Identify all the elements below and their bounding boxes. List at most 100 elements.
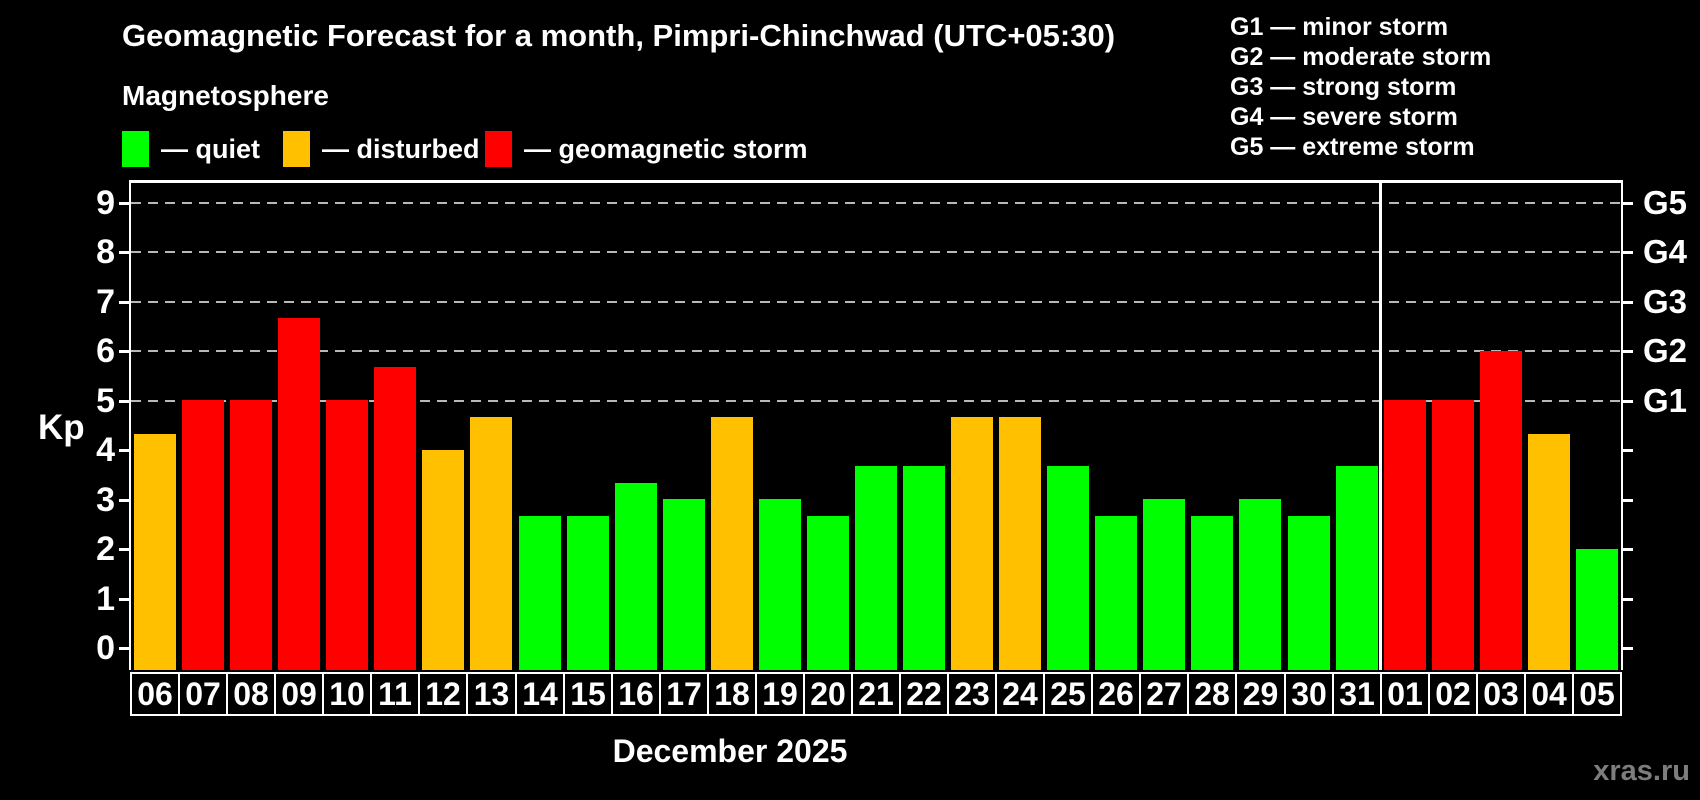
gridline-kp-7	[131, 300, 1621, 303]
y-tick-left-1	[119, 597, 129, 601]
y-tick-label-2: 2	[96, 530, 115, 568]
day-label-16: 16	[611, 672, 661, 716]
gridline-kp-9	[131, 201, 1621, 204]
gridline-kp-6	[131, 350, 1621, 352]
day-label-03: 03	[1476, 672, 1526, 716]
kp-bar-day-04	[1528, 434, 1570, 670]
kp-bar-day-21	[855, 466, 897, 670]
y-tick-right-4	[1623, 449, 1633, 452]
legend-item-disturbed: — disturbed	[283, 130, 480, 168]
y-tick-right-8	[1623, 251, 1633, 254]
day-label-30: 30	[1284, 672, 1334, 716]
day-label-12: 12	[418, 672, 468, 716]
right-axis-label-g3: G3	[1643, 282, 1688, 320]
day-label-14: 14	[515, 672, 565, 716]
chart-title: Geomagnetic Forecast for a month, Pimpri…	[122, 18, 1116, 53]
kp-bar-day-15	[567, 516, 609, 670]
right-axis-label-g1: G1	[1643, 381, 1688, 419]
kp-bar-day-25	[1047, 466, 1089, 670]
kp-bar-day-09	[278, 318, 320, 670]
legend-label-disturbed: — disturbed	[322, 133, 480, 164]
kp-bar-day-08	[230, 400, 272, 670]
day-label-21: 21	[851, 672, 901, 716]
y-tick-left-2	[119, 548, 129, 551]
y-tick-label-4: 4	[96, 431, 115, 469]
day-label-10: 10	[322, 672, 372, 716]
y-tick-label-8: 8	[96, 233, 115, 271]
x-axis-month-label: December 2025	[612, 733, 848, 769]
kp-bar-day-31	[1336, 466, 1378, 670]
gridline-kp-8	[131, 251, 1621, 253]
kp-bar-day-30	[1288, 516, 1330, 670]
day-label-18: 18	[707, 672, 757, 716]
right-axis-label-g4: G4	[1643, 233, 1688, 270]
g-legend-line-g2: G2 — moderate storm	[1230, 43, 1492, 71]
legend-label-storm: — geomagnetic storm	[524, 133, 808, 164]
day-label-29: 29	[1235, 672, 1286, 716]
kp-bar-day-17	[663, 499, 705, 670]
disturbed-color-swatch	[283, 131, 310, 167]
y-tick-left-3	[119, 498, 129, 502]
y-tick-left-9	[119, 201, 129, 205]
y-tick-right-1	[1623, 597, 1633, 601]
kp-bar-day-28	[1191, 516, 1233, 670]
kp-bar-day-22	[903, 466, 945, 670]
day-label-27: 27	[1139, 672, 1189, 716]
y-tick-left-4	[119, 449, 129, 452]
kp-bar-day-05	[1576, 549, 1618, 670]
y-tick-label-0: 0	[96, 629, 115, 667]
y-tick-right-9	[1623, 201, 1633, 205]
day-label-06: 06	[130, 672, 180, 716]
kp-bar-day-06	[134, 434, 176, 670]
kp-bar-day-29	[1239, 499, 1281, 670]
right-axis-label-g2: G2	[1643, 332, 1688, 369]
kp-bar-day-01	[1384, 400, 1426, 670]
kp-bar-day-13	[470, 417, 512, 670]
day-label-31: 31	[1332, 672, 1382, 716]
kp-bar-day-19	[759, 499, 801, 670]
day-label-28: 28	[1187, 672, 1237, 716]
y-tick-left-7	[119, 300, 129, 304]
kp-bar-day-23	[951, 417, 993, 670]
day-label-07: 07	[178, 672, 228, 716]
day-label-05: 05	[1572, 672, 1622, 716]
y-tick-left-0	[119, 647, 129, 650]
day-label-11: 11	[370, 672, 420, 716]
y-tick-right-3	[1623, 498, 1633, 502]
kp-bar-day-16	[615, 483, 657, 670]
kp-bar-day-10	[326, 400, 368, 670]
kp-bar-day-12	[422, 450, 464, 670]
y-tick-label-3: 3	[96, 480, 115, 519]
day-label-02: 02	[1428, 672, 1478, 716]
g-legend-line-g1: G1 — minor storm	[1230, 13, 1449, 41]
y-tick-right-7	[1623, 300, 1633, 304]
kp-bar-day-20	[807, 516, 849, 670]
day-label-25: 25	[1043, 672, 1093, 716]
y-tick-right-2	[1623, 548, 1633, 551]
y-tick-left-8	[119, 251, 129, 254]
legend-item-quiet: — quiet	[122, 130, 260, 168]
day-label-09: 09	[274, 672, 324, 716]
y-tick-label-1: 1	[96, 579, 115, 618]
g-legend-line-g4: G4 — severe storm	[1230, 103, 1458, 131]
day-label-08: 08	[226, 672, 276, 716]
kp-bar-day-07	[182, 400, 224, 670]
kp-bar-day-14	[519, 516, 561, 670]
chart-subtitle: Magnetosphere	[122, 80, 329, 111]
day-label-15: 15	[563, 672, 613, 716]
kp-bar-day-27	[1143, 499, 1185, 670]
day-label-20: 20	[803, 672, 853, 716]
y-tick-right-5	[1623, 399, 1633, 403]
kp-bar-day-02	[1432, 400, 1474, 670]
y-tick-label-6: 6	[96, 332, 115, 370]
legend-item-storm: — geomagnetic storm	[485, 130, 808, 168]
y-tick-label-9: 9	[96, 183, 115, 222]
y-tick-left-6	[119, 350, 129, 353]
day-label-24: 24	[995, 672, 1045, 716]
day-label-23: 23	[947, 672, 997, 716]
day-label-04: 04	[1524, 672, 1574, 716]
day-label-13: 13	[466, 672, 517, 716]
kp-bar-day-03	[1480, 351, 1522, 670]
gridline-kp-5	[131, 399, 1621, 402]
quiet-color-swatch	[122, 131, 149, 167]
